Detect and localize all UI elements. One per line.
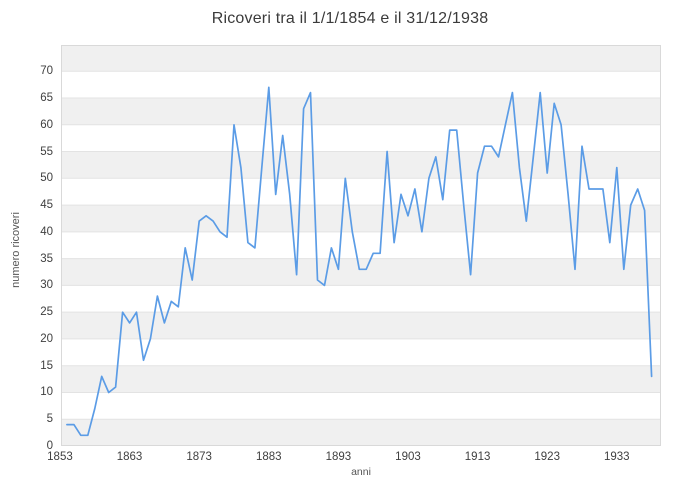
x-tick-label: 1853 — [47, 451, 73, 463]
plot-border — [61, 45, 661, 446]
shade-band — [61, 98, 661, 125]
y-tick-label: 35 — [40, 252, 53, 265]
y-tick-label: 10 — [40, 386, 53, 399]
y-tick-label: 25 — [40, 306, 53, 319]
x-axis-title: anni — [351, 466, 371, 478]
y-tick-label: 45 — [40, 199, 53, 212]
y-tick-label: 65 — [40, 92, 53, 104]
shade-band — [61, 419, 661, 446]
line-chart-plot — [61, 45, 661, 446]
x-tick-label: 1913 — [464, 451, 491, 463]
shade-band — [61, 45, 661, 72]
y-tick-label: 40 — [40, 225, 53, 238]
shade-band — [61, 312, 661, 339]
x-tick-label: 1903 — [395, 451, 421, 463]
data-line — [66, 86, 653, 437]
y-tick-label: 50 — [40, 172, 53, 185]
y-tick-label: 55 — [40, 145, 53, 158]
y-tick-label: 70 — [40, 65, 53, 78]
x-tick-label: 1873 — [186, 451, 212, 463]
y-tick-label: 5 — [46, 413, 53, 426]
shade-band — [61, 205, 661, 232]
y-axis-title: numero ricoveri — [10, 212, 22, 288]
x-tick-label: 1863 — [116, 451, 143, 463]
shade-band — [61, 258, 661, 286]
shade-band — [61, 365, 661, 393]
x-tick-label: 1923 — [534, 451, 560, 463]
y-tick-label: 60 — [40, 118, 53, 131]
chart-title: Ricoveri tra il 1/1/1854 e il 31/12/1938 — [211, 10, 489, 27]
y-tick-label: 0 — [46, 440, 53, 452]
x-tick-label: 1893 — [325, 451, 352, 463]
y-tick-label: 20 — [40, 332, 53, 345]
x-tick-label: 1933 — [604, 451, 630, 463]
shade-band — [61, 151, 661, 179]
x-tick-label: 1883 — [255, 451, 282, 463]
y-tick-label: 15 — [40, 359, 53, 372]
y-tick-label: 30 — [40, 279, 53, 292]
